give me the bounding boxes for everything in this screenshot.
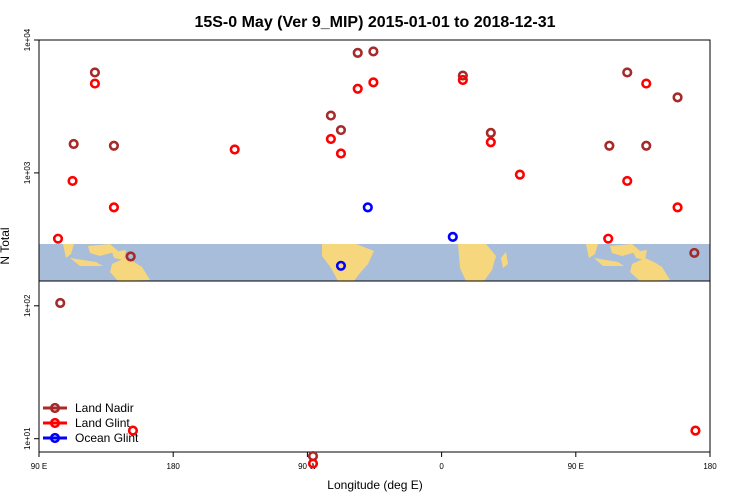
legend-label: Land Nadir [75, 401, 134, 415]
data-point [690, 425, 701, 436]
data-point [622, 175, 633, 187]
data-point [307, 458, 319, 469]
data-point [485, 127, 496, 138]
x-axis: 90 E 180 90 W 0 90 E 180 [31, 452, 717, 471]
data-point [352, 47, 363, 58]
x-tick-label: 90 W [298, 462, 317, 471]
legend-swatch-marker [49, 432, 61, 444]
data-point [447, 231, 458, 242]
data-point [108, 140, 120, 151]
data-point [457, 74, 468, 86]
world-map-strip [39, 244, 710, 281]
data-point [689, 247, 700, 259]
x-tick-label: 90 E [31, 462, 47, 471]
data-point [89, 67, 101, 78]
legend-label: Land Glint [75, 416, 130, 430]
legend-item: Land Glint [43, 416, 130, 430]
data-point [485, 137, 496, 148]
legend-item: Ocean Glint [43, 431, 139, 445]
data-points [52, 46, 701, 469]
data-point [514, 169, 525, 180]
x-tick-label: 180 [167, 462, 181, 471]
data-point [335, 124, 347, 136]
data-point [335, 148, 347, 159]
legend-swatch-marker [49, 402, 61, 414]
legend-item: Land Nadir [43, 401, 134, 415]
data-point [325, 133, 336, 145]
series-ocean-glint [335, 202, 458, 271]
plot-frame [38, 39, 711, 453]
data-point [641, 78, 652, 89]
data-point [68, 138, 79, 150]
data-point [604, 140, 615, 151]
data-point [229, 144, 240, 155]
data-point [89, 78, 101, 89]
data-point [352, 83, 363, 94]
data-point [672, 92, 683, 103]
data-point [457, 70, 468, 81]
data-point [622, 67, 633, 78]
data-point [335, 260, 347, 271]
x-tick-label: 180 [703, 462, 717, 471]
series-land-nadir [55, 46, 700, 462]
data-point [127, 425, 139, 436]
data-point [672, 202, 683, 213]
data-point [325, 110, 336, 121]
legend-swatch-marker [49, 417, 61, 429]
data-point [67, 175, 78, 187]
chart-title: 15S-0 May (Ver 9_MIP) 2015-01-01 to 2018… [194, 14, 555, 31]
data-point [368, 46, 379, 57]
data-point [52, 233, 64, 244]
data-point [125, 251, 136, 262]
y-tick-label: 1e+04 [23, 28, 32, 51]
x-axis-label: Longitude (deg E) [327, 478, 422, 492]
data-point [108, 202, 120, 213]
data-point [55, 297, 66, 309]
series-land-glint [52, 74, 701, 469]
y-tick-label: 1e+02 [23, 294, 32, 317]
x-tick-label: 0 [439, 462, 444, 471]
data-point [362, 202, 373, 213]
data-point [368, 77, 379, 88]
data-point [641, 140, 652, 151]
y-tick-label: 1e+03 [23, 161, 32, 184]
x-tick-label: 90 E [568, 462, 584, 471]
y-axis-label: N Total [0, 227, 12, 264]
legend-label: Ocean Glint [75, 431, 139, 445]
y-tick-label: 1e+01 [23, 427, 32, 450]
data-point [603, 233, 614, 244]
